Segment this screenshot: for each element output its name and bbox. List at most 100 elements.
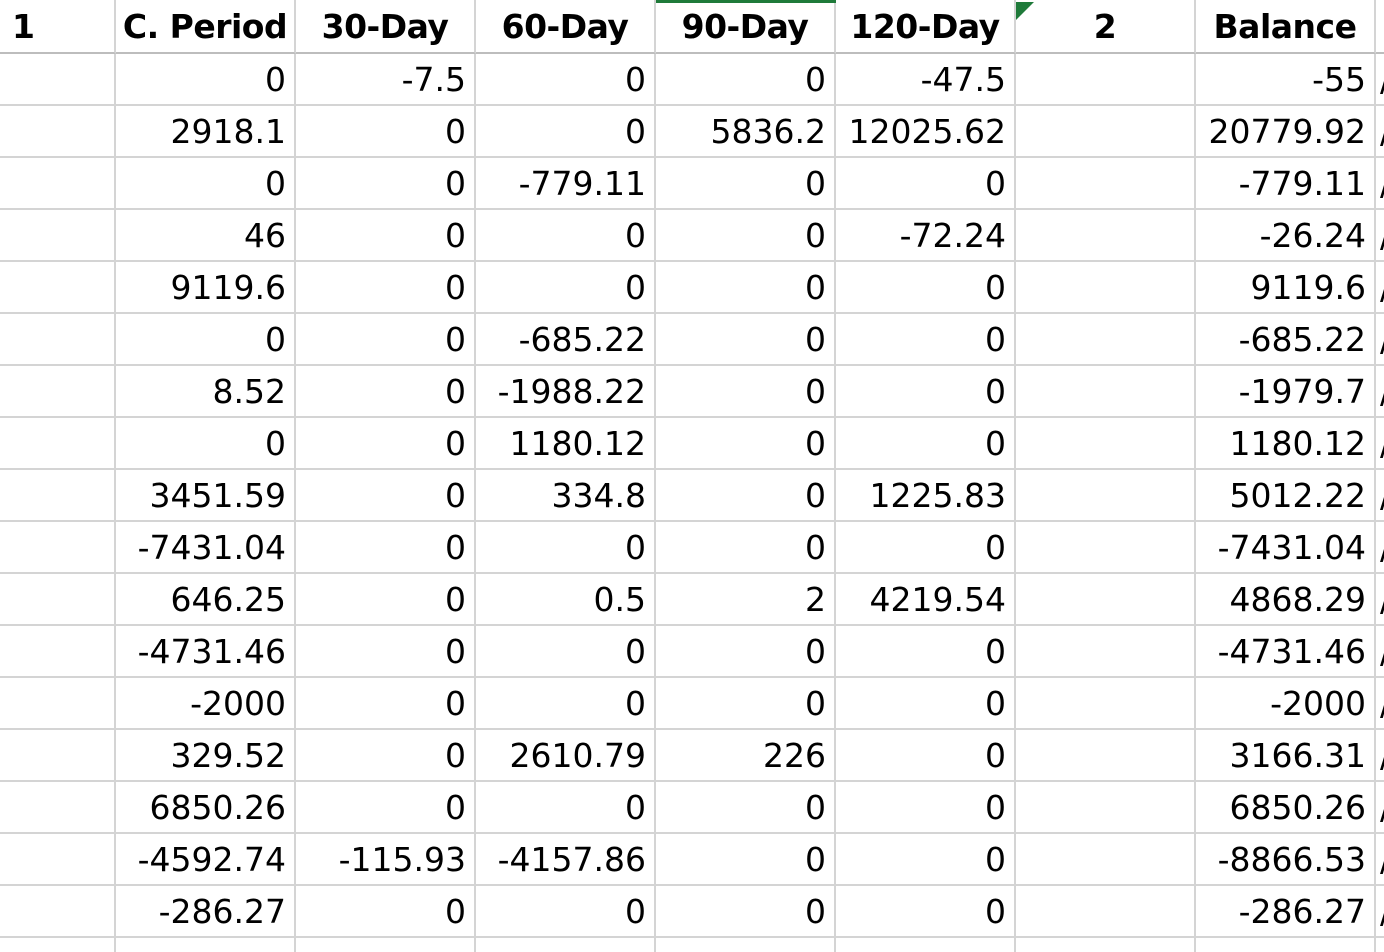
cell-90-day[interactable]: 0 — [656, 262, 836, 314]
cell-60-day[interactable]: -779.11 — [476, 158, 656, 210]
cell-120-day[interactable]: 0 — [836, 886, 1016, 938]
cell-30-day[interactable]: 0 — [296, 522, 476, 574]
cell-30-day[interactable]: 0 — [296, 262, 476, 314]
cell-120-day[interactable]: 0 — [836, 262, 1016, 314]
cell-90-day[interactable] — [656, 938, 836, 952]
cell-60-day[interactable]: 334.8 — [476, 470, 656, 522]
comment-indicator-icon[interactable] — [1016, 2, 1034, 20]
cell-120-day[interactable]: 12025.62 — [836, 106, 1016, 158]
cell-overflow[interactable]: / — [1376, 470, 1384, 522]
cell-120-day[interactable]: 0 — [836, 834, 1016, 886]
cell-30-day[interactable]: 0 — [296, 418, 476, 470]
cell-row-label[interactable] — [0, 886, 116, 938]
cell-col-2[interactable] — [1016, 834, 1196, 886]
cell-60-day[interactable]: 0 — [476, 886, 656, 938]
cell-90-day[interactable]: 0 — [656, 522, 836, 574]
cell-balance[interactable]: -1979.7 — [1196, 366, 1376, 418]
cell-balance[interactable]: -4731.46 — [1196, 626, 1376, 678]
cell-row-label[interactable] — [0, 574, 116, 626]
cell-balance[interactable]: -685.22 — [1196, 314, 1376, 366]
cell-row-label[interactable] — [0, 106, 116, 158]
cell-30-day[interactable]: 0 — [296, 314, 476, 366]
cell-c-period[interactable]: -7431.04 — [116, 522, 296, 574]
cell-120-day[interactable]: 0 — [836, 366, 1016, 418]
cell-c-period[interactable]: 0 — [116, 158, 296, 210]
cell-c-period[interactable]: 3451.59 — [116, 470, 296, 522]
cell-30-day[interactable]: 0 — [296, 106, 476, 158]
cell-90-day[interactable]: 2 — [656, 574, 836, 626]
cell-30-day[interactable]: 0 — [296, 782, 476, 834]
cell-overflow[interactable]: / — [1376, 626, 1384, 678]
cell-row-label[interactable] — [0, 938, 116, 952]
cell-row-label[interactable] — [0, 470, 116, 522]
cell-overflow[interactable]: / — [1376, 158, 1384, 210]
cell-120-day[interactable]: 0 — [836, 522, 1016, 574]
cell-60-day[interactable]: 0 — [476, 106, 656, 158]
cell-balance[interactable]: 5012.22 — [1196, 470, 1376, 522]
cell-90-day[interactable]: 0 — [656, 678, 836, 730]
cell-90-day[interactable]: 0 — [656, 54, 836, 106]
cell-col-2[interactable] — [1016, 782, 1196, 834]
cell-row-label[interactable] — [0, 626, 116, 678]
cell-c-period[interactable]: 0 — [116, 418, 296, 470]
cell-row-label[interactable] — [0, 314, 116, 366]
cell-60-day[interactable]: -685.22 — [476, 314, 656, 366]
cell-col-2[interactable] — [1016, 522, 1196, 574]
cell-balance[interactable]: -7431.04 — [1196, 522, 1376, 574]
cell-60-day[interactable]: 0 — [476, 522, 656, 574]
cell-90-day[interactable]: 0 — [656, 314, 836, 366]
cell-30-day[interactable]: 0 — [296, 626, 476, 678]
cell-overflow[interactable]: / — [1376, 678, 1384, 730]
cell-120-day[interactable]: 0 — [836, 626, 1016, 678]
cell-30-day[interactable]: 0 — [296, 366, 476, 418]
cell-col-2[interactable] — [1016, 366, 1196, 418]
cell-c-period[interactable]: 0 — [116, 54, 296, 106]
cell-90-day[interactable]: 5836.2 — [656, 106, 836, 158]
cell-c-period[interactable]: -2000 — [116, 678, 296, 730]
cell-row-label[interactable] — [0, 158, 116, 210]
cell-overflow[interactable]: / — [1376, 418, 1384, 470]
cell-60-day[interactable]: 0.5 — [476, 574, 656, 626]
cell-overflow[interactable] — [1376, 938, 1384, 952]
header-cell-90-day[interactable]: 90-Day — [656, 0, 836, 54]
cell-120-day[interactable]: 1225.83 — [836, 470, 1016, 522]
cell-90-day[interactable]: 0 — [656, 470, 836, 522]
cell-c-period[interactable]: -4731.46 — [116, 626, 296, 678]
cell-c-period[interactable] — [116, 938, 296, 952]
cell-120-day[interactable]: 4219.54 — [836, 574, 1016, 626]
cell-90-day[interactable]: 0 — [656, 418, 836, 470]
cell-90-day[interactable]: 226 — [656, 730, 836, 782]
cell-30-day[interactable]: 0 — [296, 730, 476, 782]
cell-row-label[interactable] — [0, 366, 116, 418]
cell-30-day[interactable] — [296, 938, 476, 952]
cell-balance[interactable]: 4868.29 — [1196, 574, 1376, 626]
cell-col-2[interactable] — [1016, 314, 1196, 366]
cell-overflow[interactable]: / — [1376, 314, 1384, 366]
cell-balance[interactable]: -26.24 — [1196, 210, 1376, 262]
cell-120-day[interactable]: 0 — [836, 782, 1016, 834]
cell-120-day[interactable]: 0 — [836, 158, 1016, 210]
cell-row-label[interactable] — [0, 834, 116, 886]
cell-90-day[interactable]: 0 — [656, 782, 836, 834]
header-cell-balance[interactable]: Balance — [1196, 0, 1376, 54]
header-cell-120-day[interactable]: 120-Day — [836, 0, 1016, 54]
cell-balance[interactable]: -286.27 — [1196, 886, 1376, 938]
cell-row-label[interactable] — [0, 782, 116, 834]
cell-col-2[interactable] — [1016, 574, 1196, 626]
cell-c-period[interactable]: 8.52 — [116, 366, 296, 418]
cell-60-day[interactable]: 2610.79 — [476, 730, 656, 782]
cell-overflow[interactable]: / — [1376, 730, 1384, 782]
cell-col-2[interactable] — [1016, 938, 1196, 952]
cell-30-day[interactable]: -7.5 — [296, 54, 476, 106]
cell-overflow[interactable]: / — [1376, 366, 1384, 418]
cell-120-day[interactable]: 0 — [836, 730, 1016, 782]
cell-col-2[interactable] — [1016, 106, 1196, 158]
cell-90-day[interactable]: 0 — [656, 366, 836, 418]
cell-c-period[interactable]: 0 — [116, 314, 296, 366]
header-cell-60-day[interactable]: 60-Day — [476, 0, 656, 54]
cell-row-label[interactable] — [0, 210, 116, 262]
cell-60-day[interactable]: -4157.86 — [476, 834, 656, 886]
cell-60-day[interactable]: 0 — [476, 262, 656, 314]
header-cell-row-number[interactable]: 1 — [0, 0, 116, 54]
cell-30-day[interactable]: 0 — [296, 886, 476, 938]
